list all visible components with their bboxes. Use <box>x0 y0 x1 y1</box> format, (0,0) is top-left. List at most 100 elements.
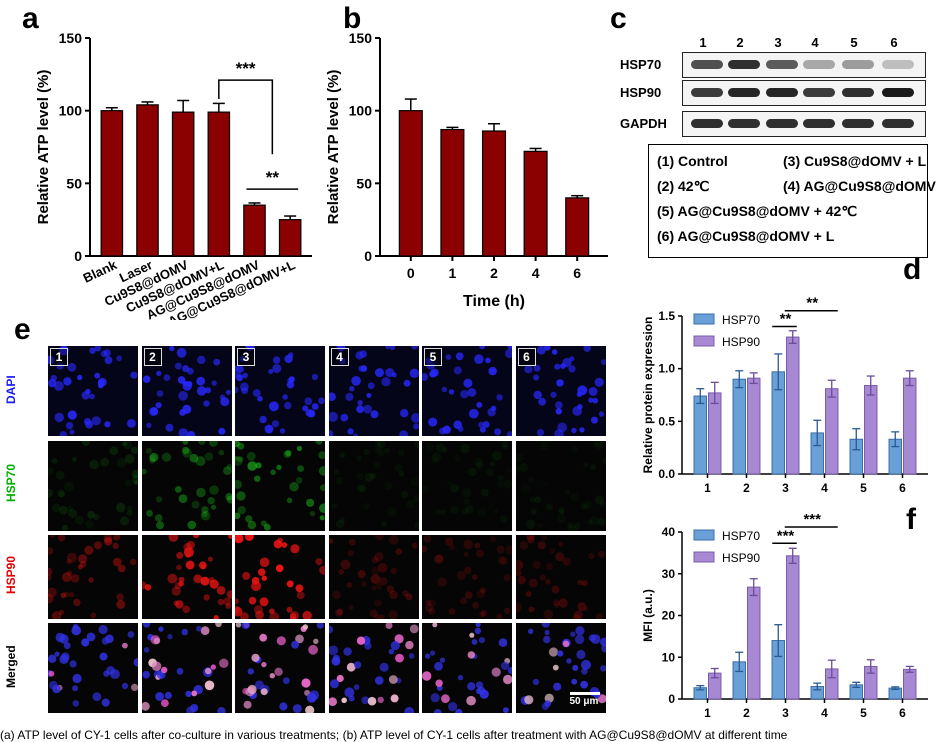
cell-dot <box>380 520 387 527</box>
bar <box>207 111 231 257</box>
cell-dot <box>255 461 262 468</box>
cell-dot <box>257 395 263 402</box>
cell-dot <box>195 625 202 632</box>
cell-dot <box>72 673 82 684</box>
cell-dot <box>595 613 603 619</box>
cell-dot <box>127 419 136 428</box>
cell-dot <box>507 667 512 675</box>
cell-dot <box>295 584 304 593</box>
cell-dot <box>67 410 77 420</box>
blot-band <box>842 60 874 69</box>
cell-dot <box>493 507 499 514</box>
cell-dot <box>598 500 605 507</box>
blot-band <box>882 119 914 128</box>
cell-dot <box>272 356 281 364</box>
cell-dot <box>398 430 408 436</box>
cell-dot <box>123 440 132 449</box>
cell-dot <box>145 422 152 428</box>
cell-dot <box>404 640 414 650</box>
cell-dot <box>328 697 337 707</box>
cell-dot <box>460 390 469 399</box>
cell-dot <box>502 443 508 449</box>
cell-dot <box>100 350 108 358</box>
cell-dot <box>72 685 79 692</box>
cell-dot <box>81 440 90 446</box>
cell-dot <box>155 520 164 529</box>
cell-dot <box>104 421 111 428</box>
x-tick-label: 2 <box>743 706 750 720</box>
y-tick-label: 0.5 <box>658 414 675 428</box>
cell-dot <box>292 704 302 713</box>
cell-dot <box>316 623 324 629</box>
cell-dot <box>276 464 282 470</box>
bar-hsp90 <box>786 555 800 700</box>
cell-dot <box>428 608 436 615</box>
cell-dot <box>533 364 540 372</box>
cell-dot <box>367 696 376 706</box>
panel-a-letter: a <box>22 2 39 35</box>
cell-dot <box>89 459 99 469</box>
cell-dot <box>356 400 363 406</box>
cell-dot <box>109 445 119 455</box>
cell-dot <box>120 516 129 525</box>
cell-dot <box>151 661 161 671</box>
bar-hsp90 <box>864 385 878 475</box>
cell-dot <box>357 570 366 579</box>
cell-dot <box>422 485 429 493</box>
cell-dot <box>403 707 414 713</box>
cell-dot <box>235 623 242 628</box>
cell-dot <box>200 626 209 635</box>
micro-image-hsp70-1 <box>48 440 138 531</box>
cell-dot <box>448 608 456 615</box>
cell-dot <box>533 495 541 503</box>
cell-dot <box>465 504 475 513</box>
cell-dot <box>117 564 126 573</box>
blot-band <box>691 88 723 97</box>
cell-dot <box>302 405 309 412</box>
blot-band <box>728 88 760 97</box>
cell-dot <box>222 465 232 475</box>
cell-dot <box>347 604 354 611</box>
blot-band <box>803 119 835 128</box>
cell-dot <box>252 389 261 397</box>
cell-dot <box>543 346 550 351</box>
cell-dot <box>204 667 211 675</box>
cell-dot <box>190 690 197 697</box>
cell-dot <box>501 440 508 447</box>
cell-dot <box>348 538 356 546</box>
cell-dot <box>71 625 81 636</box>
cell-dot <box>63 481 74 492</box>
cell-dot <box>507 346 512 350</box>
cell-dot <box>388 590 398 600</box>
cell-dot <box>480 488 489 497</box>
cell-dot <box>542 635 550 644</box>
cell-dot <box>175 552 183 559</box>
cell-dot <box>48 654 57 663</box>
cell-dot <box>237 455 244 462</box>
cell-dot <box>498 638 508 647</box>
cell-dot <box>94 372 101 379</box>
cell-dot <box>340 559 350 570</box>
cell-dot <box>374 614 380 619</box>
cell-dot <box>374 440 381 446</box>
cell-dot <box>51 502 61 512</box>
cell-dot <box>174 600 184 609</box>
cell-dot <box>433 709 442 713</box>
cell-dot <box>279 702 288 711</box>
cell-dot <box>222 597 231 606</box>
cell-dot <box>175 564 182 571</box>
cell-dot <box>85 420 94 429</box>
cell-dot <box>525 535 535 541</box>
cell-dot <box>384 481 393 490</box>
micro-image-merged-2 <box>141 623 232 713</box>
cell-dot <box>570 678 577 685</box>
cell-dot <box>296 445 302 451</box>
cell-dot <box>130 371 138 379</box>
cell-dot <box>313 638 319 644</box>
bar <box>278 219 302 257</box>
cell-dot <box>295 634 304 644</box>
cell-dot <box>505 545 512 555</box>
cell-dot <box>515 560 523 570</box>
cell-dot <box>259 597 269 607</box>
cell-dot <box>412 494 419 503</box>
